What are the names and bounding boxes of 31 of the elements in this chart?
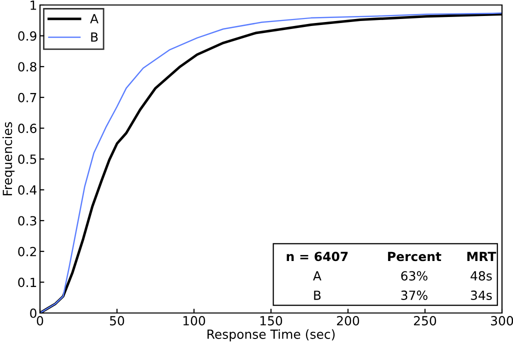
annotation: 48s	[470, 271, 492, 281]
annotation: A	[313, 271, 322, 280]
x-tick-label: 100	[183, 316, 206, 326]
annotation: 34s	[470, 290, 492, 300]
y-tick-label: 1	[30, 0, 36, 10]
annotation: 37%	[401, 290, 428, 300]
y-tick-label: 0.9	[18, 31, 36, 41]
annotation: Percent	[388, 252, 442, 262]
x-tick-label: 0	[36, 316, 44, 326]
annotation: B	[314, 290, 321, 300]
y-tick-label: 0.4	[18, 185, 37, 195]
x-tick-label: 200	[336, 316, 360, 326]
y-tick-label: 0.6	[18, 124, 36, 134]
y-tick-label: 0.7	[18, 92, 36, 102]
x-tick-label: 150	[260, 316, 282, 326]
annotation: MRT	[467, 252, 496, 262]
y-tick-label: 0.2	[18, 246, 36, 256]
legend-label: B	[91, 32, 98, 42]
y-tick-label: 0	[30, 308, 36, 318]
y-tick-label: 0.5	[18, 154, 36, 164]
x-tick-label: 300	[491, 316, 513, 326]
annotation: 63%	[401, 271, 428, 281]
x-tick-label: 50	[110, 316, 124, 326]
y-tick-label: 0.1	[18, 278, 36, 288]
legend-label: A	[90, 14, 98, 24]
x-axis-title: Response Time (sec)	[208, 329, 335, 342]
y-tick-label: 0.3	[18, 216, 36, 226]
x-tick-label: 250	[414, 316, 436, 326]
y-tick-label: 0.8	[18, 62, 36, 72]
y-axis-title: Frequencies	[2, 122, 15, 196]
annotation: n = 6407	[286, 252, 348, 262]
